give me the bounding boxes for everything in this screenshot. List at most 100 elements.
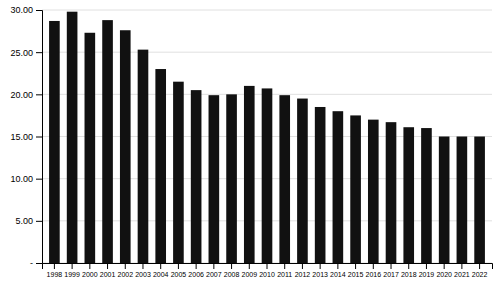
x-tick-mark [479, 263, 480, 269]
x-tick-mark [284, 263, 285, 269]
bar [262, 88, 273, 263]
x-tick: 2000 [82, 263, 98, 278]
x-tick: 2015 [348, 263, 364, 278]
bar [67, 12, 78, 263]
y-tick: 5.00 [15, 216, 42, 226]
x-tick-mark [355, 263, 356, 269]
x-axis-line [43, 264, 493, 270]
x-tick-label: 1999 [64, 271, 80, 278]
y-tick-label: 20.00 [10, 90, 33, 100]
x-tick: 2002 [117, 263, 133, 278]
x-tick: 2009 [241, 263, 257, 278]
x-tick-mark [320, 263, 321, 269]
x-tick: 2011 [277, 263, 292, 278]
y-tick: 10.00 [10, 174, 42, 184]
x-tick-mark [196, 263, 197, 269]
x-tick-label: 2020 [436, 271, 452, 278]
x-tick: 2016 [366, 263, 382, 278]
x-tick-mark [426, 263, 427, 269]
y-tick-mark [36, 10, 42, 11]
x-tick-label: 2018 [401, 271, 417, 278]
x-tick-mark [249, 263, 250, 269]
y-tick-mark [36, 52, 42, 53]
x-tick-label: 2012 [295, 271, 311, 278]
bar [85, 33, 96, 263]
x-tick-mark [444, 263, 445, 269]
x-tick-mark [337, 263, 338, 269]
y-tick: 15.00 [10, 132, 42, 142]
bar [403, 127, 414, 263]
bar [315, 107, 326, 263]
y-tick-label: - [30, 258, 33, 268]
x-tick-mark [373, 263, 374, 269]
y-tick-label: 10.00 [10, 174, 33, 184]
y-tick-label: 5.00 [15, 216, 33, 226]
x-tick-label: 2014 [330, 271, 346, 278]
x-tick-label: 2000 [82, 271, 98, 278]
x-tick: 2018 [401, 263, 417, 278]
y-tick-label: 15.00 [10, 132, 33, 142]
x-tick: 1999 [64, 263, 80, 278]
x-tick-mark [302, 263, 303, 269]
y-tick-mark [36, 263, 42, 264]
bar [297, 99, 308, 263]
x-tick-label: 2001 [100, 271, 116, 278]
x-tick-mark [107, 263, 108, 269]
x-tick: 2010 [259, 263, 275, 278]
x-tick-label: 2006 [188, 271, 204, 278]
y-axis: - 5.00 10.00 15.00 20.00 25.00 30.00 [10, 5, 42, 268]
x-tick-mark [160, 263, 161, 269]
x-tick-label: 2013 [312, 271, 328, 278]
bar [226, 94, 237, 263]
x-tick-mark [54, 263, 55, 269]
x-tick: 2013 [312, 263, 328, 278]
plot-area [49, 12, 485, 263]
y-tick-label: 30.00 [10, 5, 33, 15]
x-tick-label: 2016 [366, 271, 382, 278]
bar [350, 115, 361, 263]
x-tick-mark [125, 263, 126, 269]
y-tick-mark [36, 137, 42, 138]
x-tick-mark [89, 263, 90, 269]
y-tick: 30.00 [10, 5, 42, 15]
bar [102, 20, 113, 263]
y-tick-label: 25.00 [10, 48, 33, 58]
bar [439, 137, 450, 264]
bar [49, 21, 60, 263]
x-tick: 2008 [224, 263, 240, 278]
bar [155, 69, 166, 263]
x-tick: 2014 [330, 263, 346, 278]
x-tick-label: 2011 [277, 271, 292, 278]
x-tick: 2007 [206, 263, 222, 278]
x-tick-label: 2019 [419, 271, 435, 278]
x-tick-mark [391, 263, 392, 269]
grid-line [42, 10, 492, 11]
bar [386, 122, 397, 263]
x-tick-label: 2008 [224, 271, 240, 278]
x-tick: 2004 [153, 263, 169, 278]
x-tick-label: 2021 [454, 271, 470, 278]
y-tick: 25.00 [10, 48, 42, 58]
x-tick-label: 2009 [241, 271, 257, 278]
x-tick: 2012 [295, 263, 311, 278]
x-tick: 1998 [47, 263, 63, 278]
x-tick-label: 2017 [383, 271, 399, 278]
x-tick: 2001 [100, 263, 116, 278]
bar [368, 120, 379, 263]
x-tick-label: 2002 [117, 271, 133, 278]
y-tick: 20.00 [10, 90, 42, 100]
x-tick-mark [72, 263, 73, 269]
x-tick: 2021 [454, 263, 470, 278]
bar [421, 128, 432, 263]
y-tick: - [30, 258, 42, 268]
x-tick: 2022 [472, 263, 488, 278]
x-tick-mark [231, 263, 232, 269]
bar [209, 95, 220, 263]
grid [42, 10, 492, 263]
x-tick: 2003 [135, 263, 151, 278]
y-tick-mark [36, 94, 42, 95]
bar [279, 95, 290, 263]
bar [191, 90, 202, 263]
bar [457, 137, 468, 264]
x-tick: 2017 [383, 263, 399, 278]
